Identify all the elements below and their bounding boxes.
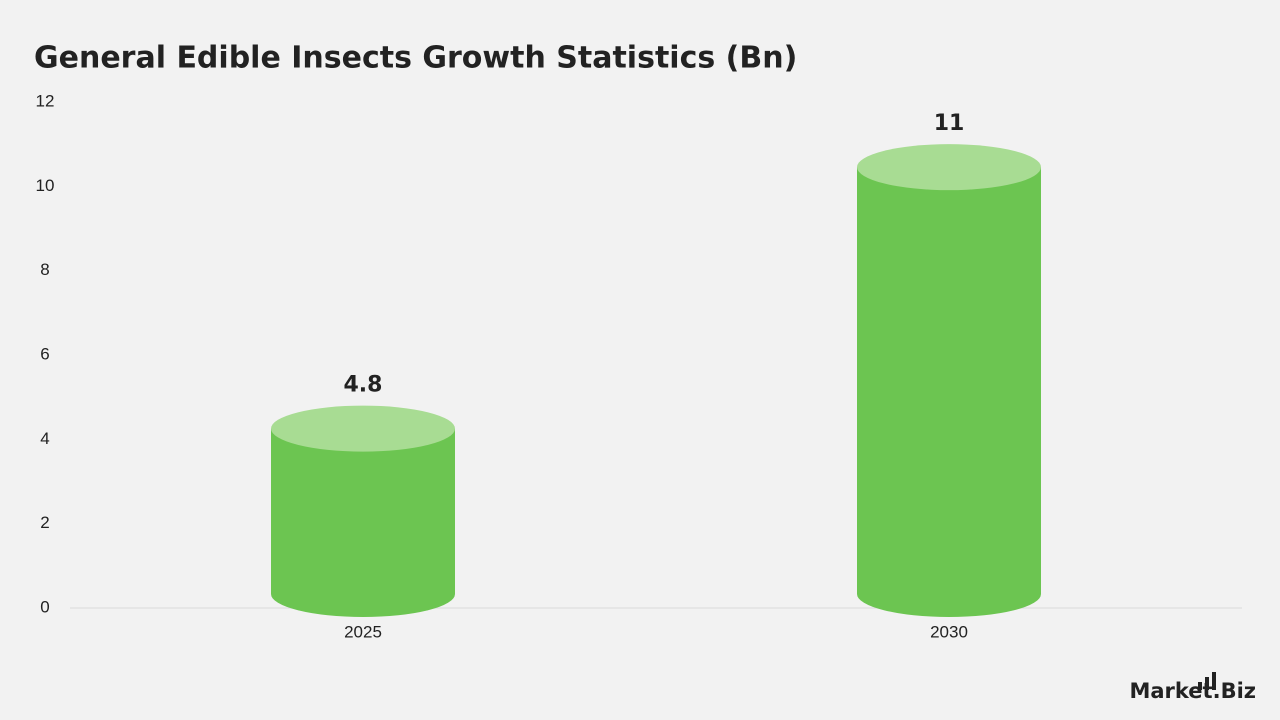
y-tick-label: 8 — [40, 260, 49, 279]
y-tick-label: 12 — [36, 91, 55, 110]
x-tick-label: 2025 — [344, 622, 382, 641]
bar-top — [857, 144, 1041, 191]
y-tick-label: 2 — [40, 513, 49, 532]
y-tick-label: 0 — [40, 597, 49, 616]
bar — [271, 428, 455, 617]
logo: Market.Biz — [1129, 679, 1256, 703]
value-label: 11 — [934, 111, 965, 136]
x-tick-label: 2030 — [930, 622, 968, 641]
y-tick-label: 6 — [40, 344, 49, 363]
bar-top — [271, 405, 455, 452]
value-label: 4.8 — [344, 373, 383, 398]
chart-title: General Edible Insects Growth Statistics… — [34, 41, 797, 76]
y-tick-label: 10 — [36, 176, 55, 195]
bar — [857, 167, 1041, 617]
y-tick-label: 4 — [40, 429, 49, 448]
logo-icon — [1198, 672, 1216, 690]
